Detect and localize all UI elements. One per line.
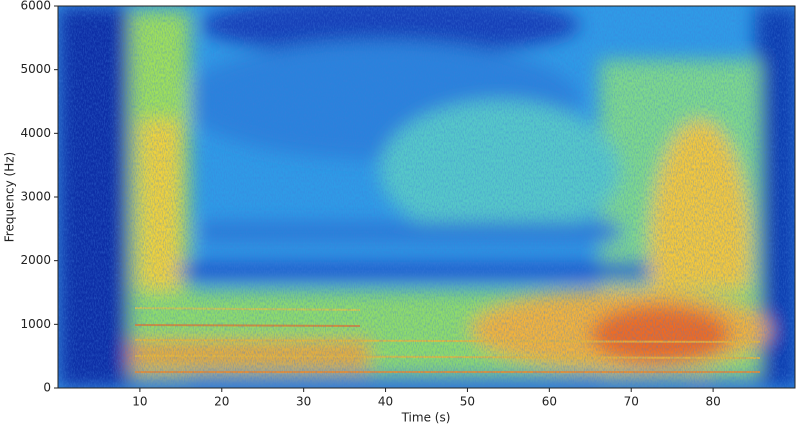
spectrogram-image xyxy=(58,6,795,388)
y-tick-label: 5000 xyxy=(20,62,51,76)
x-axis-label: Time (s) xyxy=(401,411,451,425)
x-tick-label: 40 xyxy=(378,395,393,409)
y-tick-label: 1000 xyxy=(20,317,51,331)
x-tick-label: 70 xyxy=(624,395,639,409)
x-tick-label: 50 xyxy=(460,395,475,409)
y-axis-label: Frequency (Hz) xyxy=(3,152,17,243)
y-tick-label: 4000 xyxy=(20,126,51,140)
y-tick-label: 0 xyxy=(43,381,51,395)
x-tick-label: 80 xyxy=(705,395,720,409)
y-tick-label: 6000 xyxy=(20,0,51,13)
x-tick-label: 20 xyxy=(214,395,229,409)
x-tick-label: 60 xyxy=(542,395,557,409)
x-tick-label: 10 xyxy=(132,395,147,409)
y-tick-label: 3000 xyxy=(20,190,51,204)
y-tick-label: 2000 xyxy=(20,253,51,267)
x-tick-label: 30 xyxy=(296,395,311,409)
